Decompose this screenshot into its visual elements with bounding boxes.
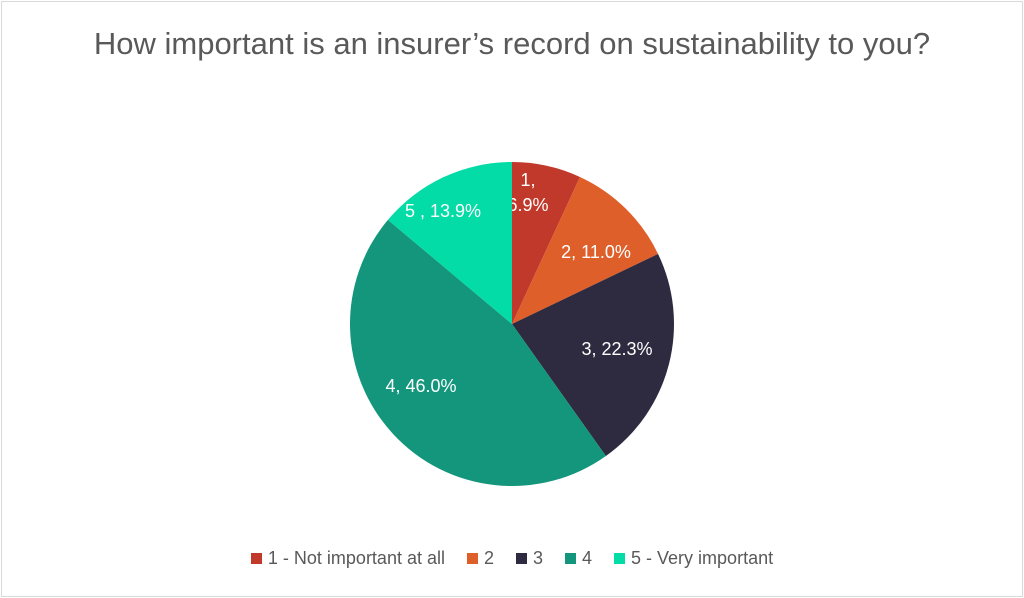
chart-title: How important is an insurer’s record on … [93,26,931,61]
legend-label: 2 [483,548,494,568]
legend-item-2: 2 [466,548,494,569]
data-label-2: 2, 11.0% [561,242,631,262]
legend-swatch [250,553,262,564]
legend-item-1: 1 - Not important at all [250,548,445,569]
legend-swatch [565,553,577,564]
legend-label: 4 [582,548,593,568]
legend-swatch [466,553,478,564]
data-label-3: 3, 22.3% [581,339,652,359]
legend-swatch [614,553,626,564]
legend-label: 1 - Not important at all [267,548,445,568]
data-label-1: 1, 6.9% [507,170,548,215]
pie-slice-3 [512,253,675,457]
legend-label: 3 [533,548,544,568]
pie-slice-2 [512,176,659,324]
legend-item-3: 3 [516,548,543,569]
legend-swatch [516,553,527,564]
pie-slice-1 [512,162,580,324]
data-label-4: 4, 46.0% [385,376,456,396]
pie-slice-4 [349,219,606,487]
legend-item-4: 4 [565,548,592,569]
legend-item-5: 5 - Very important [614,548,773,569]
data-label-5: 5 , 13.9% [405,201,481,221]
legend: 1 - Not important at all 2 3 4 5 - Very impo… [0,548,1024,569]
pie-slice-5 [387,162,512,324]
legend-label: 5 - Very important [631,548,774,568]
